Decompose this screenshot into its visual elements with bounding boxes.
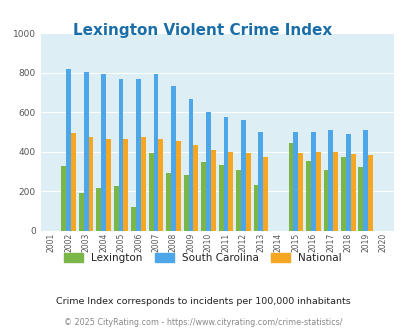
Bar <box>345 134 350 231</box>
Bar <box>166 173 171 231</box>
Bar <box>123 139 128 231</box>
Bar <box>223 116 228 231</box>
Bar <box>310 132 315 231</box>
Bar <box>88 137 93 231</box>
Bar <box>298 153 303 231</box>
Bar <box>83 72 88 231</box>
Bar <box>253 185 258 231</box>
Bar <box>205 112 210 231</box>
Bar <box>106 139 111 231</box>
Bar <box>340 157 345 231</box>
Bar <box>245 153 250 231</box>
Bar <box>323 170 328 231</box>
Bar <box>236 170 241 231</box>
Bar <box>66 69 71 231</box>
Bar <box>258 132 263 231</box>
Bar <box>228 152 233 231</box>
Legend: Lexington, South Carolina, National: Lexington, South Carolina, National <box>60 248 345 267</box>
Bar <box>315 152 320 231</box>
Text: Lexington Violent Crime Index: Lexington Violent Crime Index <box>73 23 332 38</box>
Bar <box>148 153 153 231</box>
Bar <box>171 86 175 231</box>
Bar <box>188 99 193 231</box>
Text: Crime Index corresponds to incidents per 100,000 inhabitants: Crime Index corresponds to incidents per… <box>55 297 350 307</box>
Bar <box>263 157 268 231</box>
Bar <box>358 167 362 231</box>
Bar <box>305 161 310 231</box>
Bar <box>131 207 136 231</box>
Bar <box>333 152 337 231</box>
Bar <box>293 132 298 231</box>
Bar <box>193 146 198 231</box>
Bar <box>101 74 106 231</box>
Bar <box>218 165 223 231</box>
Bar <box>362 130 367 231</box>
Bar <box>158 139 163 231</box>
Bar <box>328 130 333 231</box>
Bar <box>61 166 66 231</box>
Bar <box>113 186 118 231</box>
Text: © 2025 CityRating.com - https://www.cityrating.com/crime-statistics/: © 2025 CityRating.com - https://www.city… <box>64 318 341 327</box>
Bar <box>175 141 180 231</box>
Bar <box>118 79 123 231</box>
Bar <box>141 137 145 231</box>
Bar <box>79 193 83 231</box>
Bar <box>96 188 101 231</box>
Bar <box>136 79 141 231</box>
Bar <box>350 154 355 231</box>
Bar <box>288 143 293 231</box>
Bar <box>367 155 372 231</box>
Bar <box>210 150 215 231</box>
Bar <box>71 133 76 231</box>
Bar <box>200 162 205 231</box>
Bar <box>183 175 188 231</box>
Bar <box>153 74 158 231</box>
Bar <box>241 120 245 231</box>
